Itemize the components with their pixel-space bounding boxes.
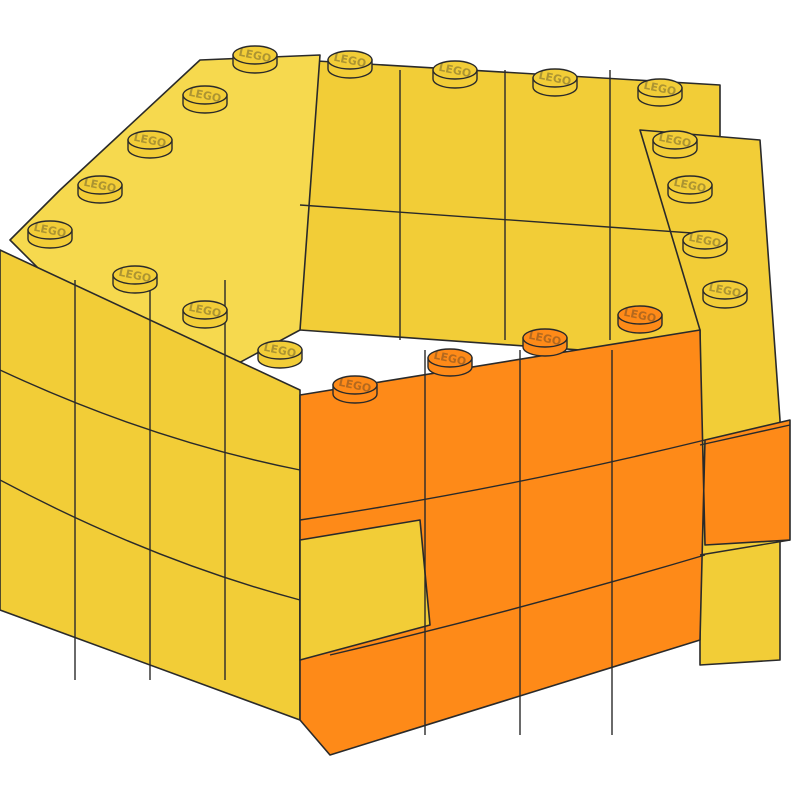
stud: LEGO — [257, 340, 303, 369]
stud-top — [112, 265, 158, 285]
front-left-course — [0, 369, 301, 471]
front-right-wall — [299, 329, 791, 756]
brick-bodies — [0, 54, 791, 756]
stud: LEGO — [182, 85, 228, 114]
stud-top — [27, 220, 73, 240]
right-wall-course — [699, 424, 791, 446]
right-wall-course — [699, 539, 791, 556]
back-wall-course — [299, 204, 721, 236]
stud: LEGO — [432, 60, 478, 89]
stud-top — [332, 375, 378, 395]
front-left-course — [0, 479, 301, 601]
stud: LEGO — [532, 68, 578, 97]
stud: LEGO — [77, 175, 123, 204]
front-yellow-insert — [299, 519, 431, 661]
stud: LEGO — [637, 78, 683, 107]
stud-top — [432, 60, 478, 80]
stud: LEGO — [667, 175, 713, 204]
stud: LEGO — [112, 265, 158, 294]
stud: LEGO — [327, 50, 373, 79]
stud: LEGO — [232, 45, 278, 74]
stud-top — [532, 68, 578, 88]
brick-seams — [0, 70, 791, 735]
stud: LEGO — [427, 348, 473, 377]
stud-top — [127, 130, 173, 150]
stud: LEGO — [522, 328, 568, 357]
stud-top — [257, 340, 303, 360]
stud-top — [682, 230, 728, 250]
stud: LEGO — [682, 230, 728, 259]
stud: LEGO — [182, 300, 228, 329]
front-right-course — [329, 554, 706, 656]
stud-top — [617, 305, 663, 325]
stud-top — [327, 50, 373, 70]
stud-top — [667, 175, 713, 195]
stud: LEGO — [127, 130, 173, 159]
stud-top — [522, 328, 568, 348]
stud: LEGO — [27, 220, 73, 249]
stud-top — [427, 348, 473, 368]
stud-top — [182, 300, 228, 320]
stud: LEGO — [617, 305, 663, 334]
stud: LEGO — [702, 280, 748, 309]
stud-top — [232, 45, 278, 65]
stud-top — [182, 85, 228, 105]
stud-top — [652, 130, 698, 150]
stud-top — [637, 78, 683, 98]
stud-top — [77, 175, 123, 195]
front-right-course — [299, 439, 706, 521]
stud: LEGO — [652, 130, 698, 159]
stud: LEGO — [332, 375, 378, 404]
stud-top — [702, 280, 748, 300]
